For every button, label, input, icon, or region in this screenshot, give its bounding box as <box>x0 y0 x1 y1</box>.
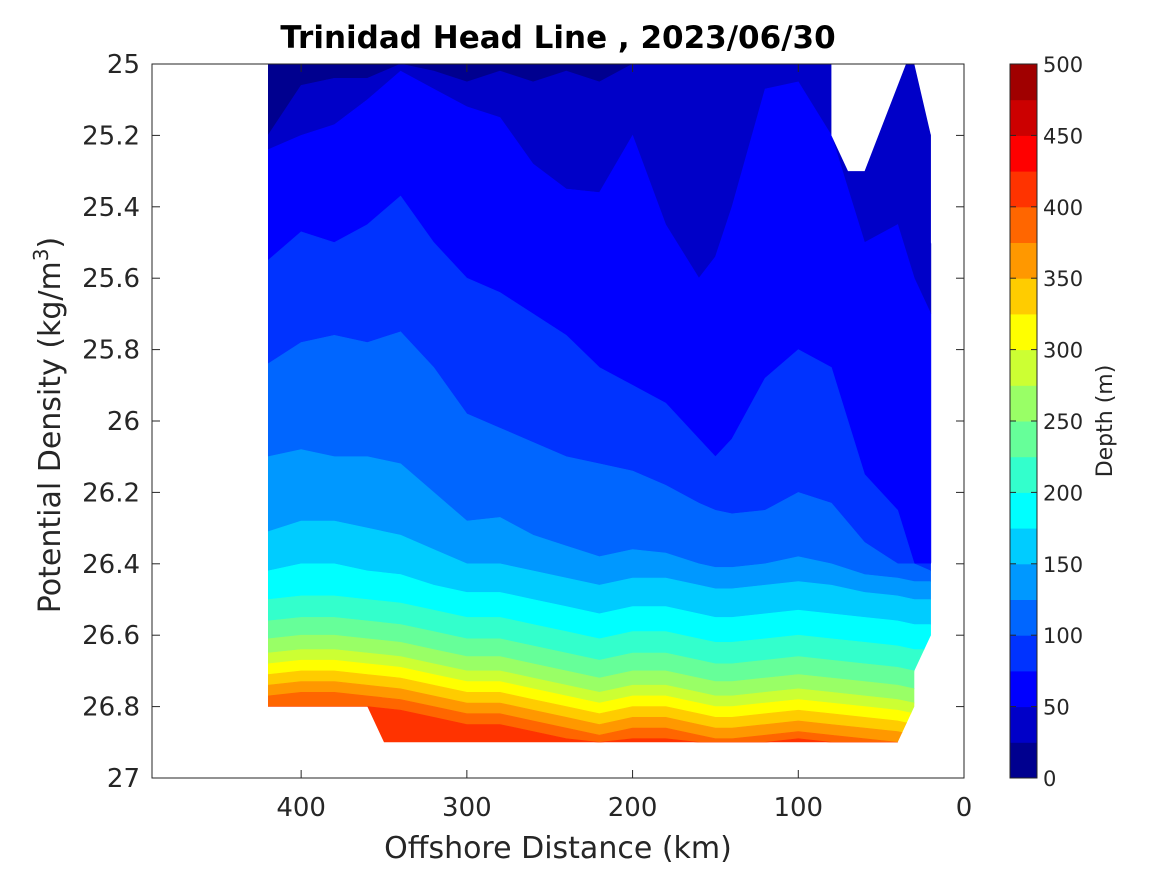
colorbar-swatch <box>1010 670 1037 708</box>
colorbar-swatch <box>1010 528 1037 565</box>
colorbar-swatch <box>1010 742 1037 779</box>
colorbar-label: Depth (m) <box>1093 365 1118 478</box>
y-axis-label-superscript: 3 <box>29 248 53 261</box>
colorbar-swatch <box>1010 242 1037 279</box>
colorbar-tick-label: 400 <box>1043 196 1083 220</box>
x-tick-label: 200 <box>608 793 658 823</box>
y-tick-label: 26.4 <box>82 550 140 580</box>
y-axis-label-main: Potential Density (kg/m <box>33 261 68 613</box>
colorbar-swatch <box>1010 64 1037 101</box>
colorbar-swatch <box>1010 421 1037 458</box>
colorbar-tick-label: 0 <box>1043 767 1056 791</box>
y-tick-label: 26.2 <box>82 478 140 508</box>
colorbar-tick-label: 500 <box>1043 53 1083 77</box>
colorbar-swatch <box>1010 171 1037 208</box>
colorbar-tick-label: 100 <box>1043 624 1083 648</box>
x-tick-label: 400 <box>276 793 326 823</box>
y-tick-label: 25 <box>107 50 140 80</box>
y-tick-label: 27 <box>107 764 140 794</box>
x-tick-label: 0 <box>956 793 973 823</box>
x-tick-label: 100 <box>773 793 823 823</box>
colorbar-tick-label: 300 <box>1043 339 1083 363</box>
colorbar-tick-label: 50 <box>1043 696 1070 720</box>
colorbar-swatch <box>1010 313 1037 351</box>
colorbar-swatch <box>1010 563 1037 600</box>
colorbar-swatch <box>1010 456 1037 493</box>
colorbar-swatch <box>1010 706 1037 743</box>
colorbar-swatch <box>1010 135 1037 172</box>
colorbar-swatch <box>1010 635 1037 672</box>
y-tick-label: 26.8 <box>82 693 140 723</box>
colorbar-tick-label: 350 <box>1043 267 1083 291</box>
y-axis: 25 25.2 25.4 25.6 25.8 26 26.2 26.4 26.6 26.8 27 <box>82 50 964 794</box>
colorbar-tick-label: 150 <box>1043 553 1083 577</box>
y-tick-label: 25.6 <box>82 264 140 294</box>
x-axis: 400 300 200 100 0 <box>276 64 972 823</box>
y-axis-label: Potential Density (kg/m3) <box>29 237 68 613</box>
colorbar-swatch <box>1010 99 1037 136</box>
colorbar-swatch <box>1010 278 1037 315</box>
colorbar-tick-label: 200 <box>1043 481 1083 505</box>
x-axis-label: Offshore Distance (km) <box>384 831 732 866</box>
x-tick-label: 300 <box>442 793 492 823</box>
contour-fills <box>268 64 932 743</box>
colorbar-swatch <box>1010 492 1037 529</box>
chart-title: Trinidad Head Line , 2023/06/30 <box>280 20 835 56</box>
y-tick-label: 26 <box>107 407 140 437</box>
y-tick-label: 25.8 <box>82 336 140 366</box>
contour-band <box>268 706 932 743</box>
colorbar-swatch <box>1010 349 1037 386</box>
no-data-region <box>831 64 906 172</box>
colorbar-swatch <box>1010 206 1037 243</box>
y-tick-label: 26.6 <box>82 621 140 651</box>
colorbar: 0 50 100 150 200 250 300 350 400 450 500 <box>1009 53 1083 791</box>
y-tick-label: 25.4 <box>82 193 140 223</box>
colorbar-swatch <box>1010 599 1037 636</box>
colorbar-swatch <box>1010 385 1037 422</box>
y-tick-label: 25.2 <box>82 121 140 151</box>
y-axis-label-close: ) <box>33 237 68 249</box>
colorbar-tick-label: 450 <box>1043 124 1083 148</box>
colorbar-tick-label: 250 <box>1043 410 1083 434</box>
